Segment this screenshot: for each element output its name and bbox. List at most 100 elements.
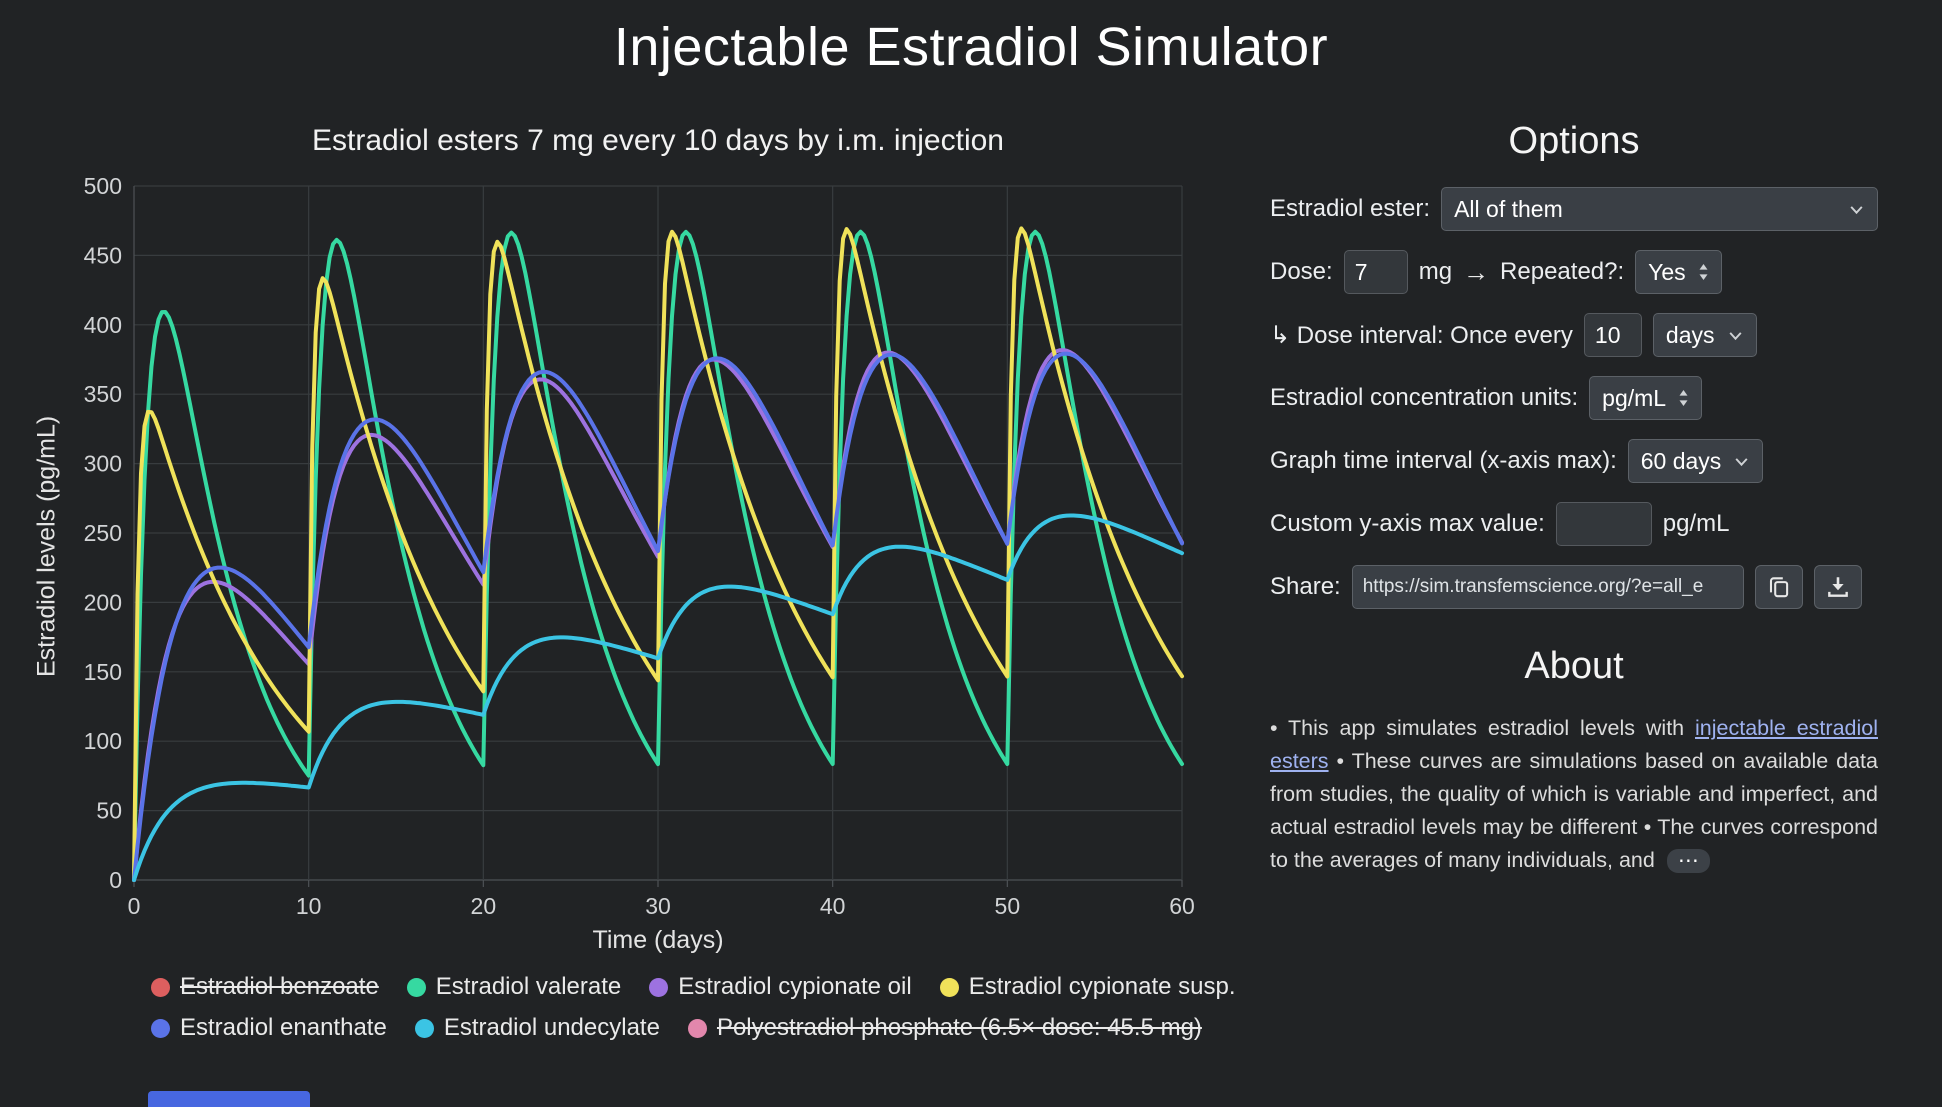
legend-item[interactable]: Estradiol cypionate oil bbox=[649, 973, 912, 1001]
legend-label: Polyestradiol phosphate (6.5× dose: 45.5… bbox=[716, 1014, 1202, 1041]
esters-link[interactable]: injectable estradiol esters bbox=[1270, 716, 1878, 773]
y-tick-label: 150 bbox=[84, 659, 122, 685]
x-tick-label: 60 bbox=[1169, 893, 1195, 919]
units-select[interactable]: pg/mL bbox=[1589, 376, 1703, 420]
up-down-arrows-icon bbox=[1679, 390, 1688, 406]
custom-y-label: Custom y-axis max value: bbox=[1270, 510, 1545, 537]
options-heading: Options bbox=[1508, 120, 1640, 162]
legend-item[interactable]: Estradiol benzoate bbox=[151, 973, 379, 1001]
y-tick-label: 100 bbox=[84, 728, 122, 754]
x-tick-label: 10 bbox=[296, 893, 322, 919]
about-heading: About bbox=[1524, 645, 1624, 687]
legend-item[interactable]: Estradiol valerate bbox=[406, 973, 622, 1001]
curve-estradiol-cypionate-susp- bbox=[132, 226, 1184, 882]
legend-item[interactable]: Polyestradiol phosphate (6.5× dose: 45.5… bbox=[687, 1014, 1202, 1042]
curve-estradiol-undecylate bbox=[132, 513, 1184, 882]
graph-interval-value: 60 days bbox=[1640, 447, 1722, 474]
y-tick-label: 300 bbox=[84, 451, 122, 477]
curve-estradiol-valerate bbox=[132, 229, 1184, 882]
repeated-label: Repeated?: bbox=[1500, 258, 1625, 285]
about-text: • This app simulates estradiol levels wi… bbox=[1270, 712, 1878, 877]
graph-interval-select[interactable]: 60 days bbox=[1627, 439, 1764, 483]
y-tick-label: 450 bbox=[84, 242, 122, 268]
legend-label: Estradiol cypionate susp. bbox=[968, 973, 1236, 1000]
page-title: Injectable Estradiol Simulator bbox=[613, 17, 1329, 77]
chart-section: Estradiol esters 7 mg every 10 days by i… bbox=[26, 84, 1244, 1042]
x-tick-label: 30 bbox=[645, 893, 671, 919]
about-text-part2: • These curves are simulations based on … bbox=[1270, 749, 1878, 872]
legend-label: Estradiol valerate bbox=[435, 973, 622, 1000]
interval-row: ↳ Dose interval: Once every days bbox=[1270, 313, 1878, 357]
legend-marker bbox=[649, 977, 669, 997]
chart-body: Estradiol levels (pg/mL) 0 50 100 150 200 250… bbox=[26, 170, 1244, 922]
copy-link-button[interactable] bbox=[1754, 565, 1803, 609]
repeated-select[interactable]: Yes bbox=[1635, 250, 1722, 294]
share-label: Share: bbox=[1270, 573, 1341, 600]
tick-layer: 0 50 100 150 200 250 300 350 400 450 500 0 10 20 30 40 5… bbox=[84, 173, 1195, 919]
x-tick-label: 40 bbox=[820, 893, 846, 919]
chevron-down-icon bbox=[1850, 205, 1863, 214]
chart-title: Estradiol esters 7 mg every 10 days by i… bbox=[312, 124, 1004, 157]
legend-label: Estradiol undecylate bbox=[443, 1014, 660, 1041]
repeated-select-value: Yes bbox=[1648, 258, 1686, 285]
chevron-down-icon bbox=[1735, 457, 1748, 466]
ester-row: Estradiol ester: All of them bbox=[1270, 187, 1878, 231]
interval-input[interactable] bbox=[1583, 313, 1642, 357]
y-tick-label: 400 bbox=[84, 312, 122, 338]
dose-unit: mg bbox=[1418, 258, 1453, 285]
units-row: Estradiol concentration units: pg/mL bbox=[1270, 376, 1878, 420]
partial-bottom-button[interactable] bbox=[148, 1091, 310, 1107]
right-arrow-icon: → bbox=[1463, 256, 1490, 287]
legend-label: Estradiol benzoate bbox=[180, 973, 379, 1000]
ester-label: Estradiol ester: bbox=[1270, 195, 1431, 222]
graph-interval-label: Graph time interval (x-axis max): bbox=[1270, 447, 1617, 474]
custom-y-unit: pg/mL bbox=[1662, 510, 1730, 537]
legend-marker bbox=[939, 977, 959, 997]
download-icon bbox=[1827, 577, 1848, 597]
legend-label: Estradiol cypionate oil bbox=[678, 973, 912, 1000]
y-tick-label: 50 bbox=[96, 798, 122, 824]
legend-item[interactable]: Estradiol enanthate bbox=[151, 1014, 387, 1042]
units-label: Estradiol concentration units: bbox=[1270, 384, 1579, 411]
copy-icon bbox=[1769, 577, 1788, 598]
curve-estradiol-enanthate bbox=[132, 351, 1184, 882]
dose-row: Dose: mg → Repeated?: Yes bbox=[1270, 250, 1878, 294]
x-tick-label: 50 bbox=[995, 893, 1021, 919]
legend-marker bbox=[687, 1018, 707, 1038]
dose-input[interactable] bbox=[1343, 250, 1408, 294]
interval-unit-select[interactable]: days bbox=[1652, 313, 1757, 357]
x-tick-label: 20 bbox=[471, 893, 497, 919]
chart-svg: 0 50 100 150 200 250 300 350 400 450 500 0 10 20 30 40 5… bbox=[84, 173, 1195, 919]
legend-marker bbox=[414, 1018, 434, 1038]
curve-layer bbox=[132, 226, 1184, 882]
x-axis-label: Time (days) bbox=[592, 926, 724, 954]
legend-marker bbox=[151, 977, 170, 997]
up-down-arrows-icon bbox=[1699, 264, 1708, 280]
legend-marker bbox=[151, 1018, 170, 1038]
main-layout: Estradiol esters 7 mg every 10 days by i… bbox=[0, 84, 1942, 1042]
ester-select-value: All of them bbox=[1454, 195, 1563, 222]
legend-item[interactable]: Estradiol undecylate bbox=[414, 1014, 660, 1042]
x-tick-label: 0 bbox=[128, 893, 141, 919]
chart-legend: Estradiol benzoate Estradiol valerate Estr… bbox=[151, 973, 1244, 1042]
ester-select[interactable]: All of them bbox=[1441, 187, 1878, 231]
y-tick-label: 0 bbox=[109, 867, 122, 893]
chevron-down-icon bbox=[1728, 331, 1742, 340]
legend-row-2: Estradiol enanthate Estradiol undecylate P… bbox=[151, 1014, 1244, 1042]
y-axis-label: Estradiol levels (pg/mL) bbox=[32, 415, 61, 677]
legend-row-1: Estradiol benzoate Estradiol valerate Estr… bbox=[151, 973, 1244, 1001]
share-url-input[interactable] bbox=[1351, 565, 1744, 609]
about-text-part1: • This app simulates estradiol levels wi… bbox=[1270, 716, 1696, 740]
legend-item[interactable]: Estradiol cypionate susp. bbox=[939, 973, 1236, 1001]
graph-interval-row: Graph time interval (x-axis max): 60 day… bbox=[1270, 439, 1878, 483]
y-tick-label: 500 bbox=[84, 173, 122, 199]
y-tick-label: 200 bbox=[84, 589, 122, 615]
custom-y-input[interactable] bbox=[1555, 502, 1652, 546]
y-tick-label: 350 bbox=[84, 381, 122, 407]
download-button[interactable] bbox=[1813, 565, 1862, 609]
custom-y-row: Custom y-axis max value: pg/mL bbox=[1270, 502, 1878, 546]
legend-label: Estradiol enanthate bbox=[180, 1014, 387, 1041]
expand-about-button[interactable]: ⋯ bbox=[1666, 849, 1710, 874]
y-tick-label: 250 bbox=[84, 520, 122, 546]
units-select-value: pg/mL bbox=[1602, 384, 1667, 411]
